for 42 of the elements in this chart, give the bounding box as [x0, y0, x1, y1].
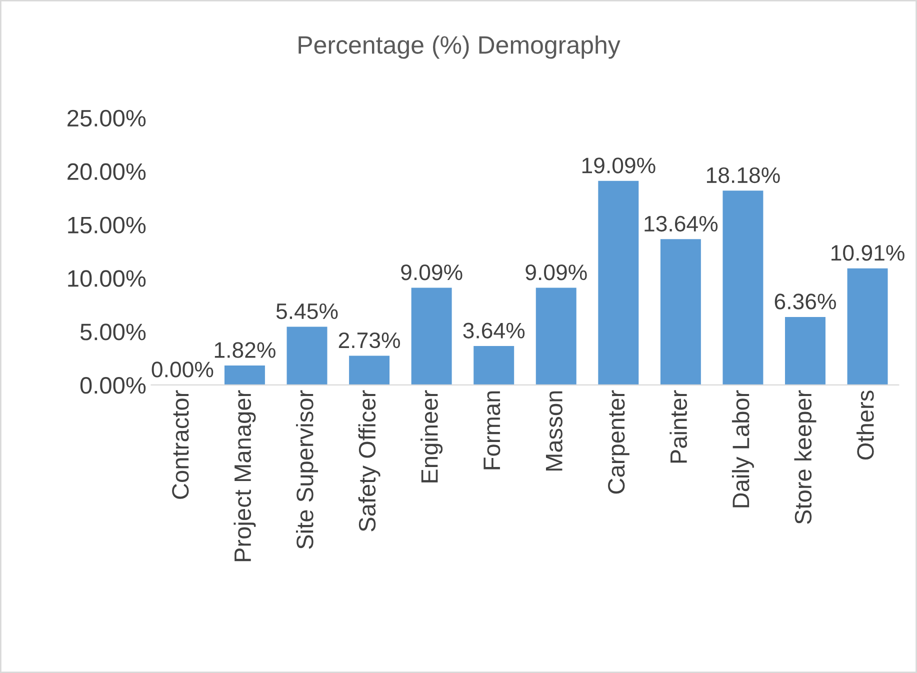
x-tick-label: Forman	[484, 391, 500, 470]
data-label: 3.64%	[463, 322, 525, 338]
x-tick-label: Engineer	[420, 390, 443, 482]
x-tick-label: Site Supervisor	[296, 390, 318, 549]
x-tick-label: Project Manager	[234, 390, 256, 562]
data-label: 1.82%	[214, 342, 276, 358]
data-label: 13.64%	[644, 216, 718, 232]
bar	[349, 356, 390, 385]
chart-title: Percentage (%) Demography	[298, 35, 620, 59]
x-tick-label: Safety Officer	[358, 390, 380, 532]
bar	[224, 366, 265, 385]
data-label: 19.09%	[582, 158, 656, 174]
x-tick-label: Store keeper	[794, 390, 816, 524]
x-tick-label: Daily Labor	[732, 390, 754, 508]
bar	[536, 288, 576, 385]
bar	[474, 346, 514, 385]
y-tick-label: 15.00%	[68, 216, 146, 234]
data-label: 18.18%	[706, 167, 780, 184]
data-label: 2.73%	[338, 332, 400, 348]
x-tick-label: Contractor	[172, 390, 189, 499]
data-label: 0.00%	[152, 362, 214, 378]
bar	[847, 268, 888, 385]
x-tick-label: Others	[856, 390, 874, 460]
data-label: 6.36%	[774, 294, 836, 310]
y-tick-label: 25.00%	[68, 110, 146, 127]
bar	[598, 180, 639, 385]
data-label: 10.91%	[832, 245, 904, 261]
x-tick-label: Carpenter	[608, 390, 630, 494]
data-label: 5.45%	[276, 303, 338, 320]
x-tick-label: Painter	[670, 390, 688, 463]
x-tick-label: Masson	[546, 391, 562, 471]
y-tick-label: 10.00%	[68, 270, 146, 287]
y-tick-label: 5.00%	[80, 324, 146, 340]
bar	[785, 316, 826, 385]
data-label: 9.09%	[401, 264, 462, 280]
bar	[660, 239, 701, 385]
y-tick-label: 20.00%	[68, 163, 146, 180]
bar	[722, 190, 764, 385]
bar	[286, 326, 328, 385]
bar	[411, 288, 452, 385]
y-tick-label: 0.00%	[80, 377, 146, 394]
data-label: 9.09%	[526, 264, 587, 280]
